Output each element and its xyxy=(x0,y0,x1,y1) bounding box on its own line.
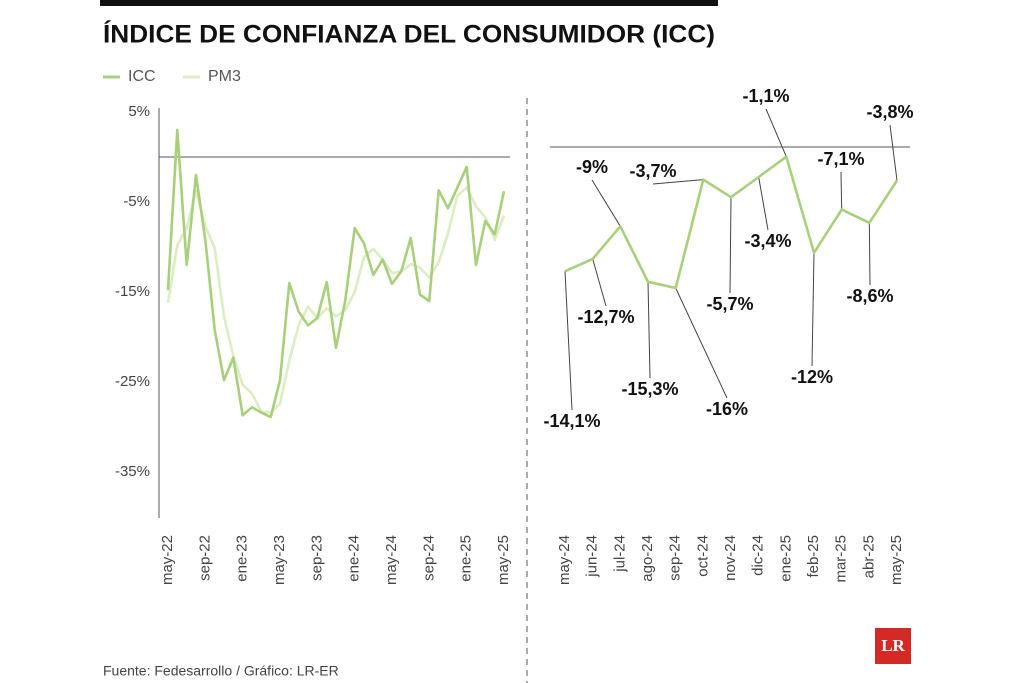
y-tick-label: 5% xyxy=(128,103,150,120)
x-tick-label: mar-25 xyxy=(833,535,850,583)
x-tick-label: nov-24 xyxy=(722,535,739,581)
x-tick-label: ene-25 xyxy=(777,535,794,582)
data-label: -16% xyxy=(706,399,748,419)
x-tick-label: jul-24 xyxy=(611,535,628,573)
leader-line xyxy=(564,271,573,411)
x-tick-label: sep-23 xyxy=(308,535,325,581)
logo-text: LR xyxy=(881,636,905,655)
leader-line xyxy=(868,222,871,286)
x-tick-label: dic-24 xyxy=(750,535,767,576)
leader-line xyxy=(647,281,651,379)
data-label: -3,7% xyxy=(629,161,676,181)
legend-label: PM3 xyxy=(208,68,241,85)
leader-line xyxy=(591,179,621,227)
leader-line xyxy=(765,108,787,157)
data-label: -7,1% xyxy=(817,149,864,169)
line-series xyxy=(166,186,506,414)
y-tick-label: -35% xyxy=(115,463,150,480)
data-label: -12,7% xyxy=(577,307,634,327)
x-tick-label: sep-24 xyxy=(420,535,437,581)
data-label: -3,8% xyxy=(866,102,913,122)
leader-line xyxy=(592,258,607,307)
x-tick-label: abr-25 xyxy=(860,535,877,578)
y-tick-label: -5% xyxy=(123,193,150,210)
x-tick-label: may-25 xyxy=(495,535,512,585)
leader-line xyxy=(729,197,732,294)
top-bar xyxy=(100,0,718,6)
x-tick-label: jun-24 xyxy=(584,535,601,578)
leader-line xyxy=(652,179,704,185)
x-tick-label: may-22 xyxy=(159,535,176,585)
x-tick-label: feb-25 xyxy=(805,535,822,578)
data-label: -8,6% xyxy=(846,286,893,306)
legend-label: ICC xyxy=(128,68,156,85)
x-tick-label: may-24 xyxy=(556,535,573,585)
data-label: -15,3% xyxy=(621,379,678,399)
data-label: -3,4% xyxy=(744,231,791,251)
x-tick-label: oct-24 xyxy=(694,535,711,577)
data-label: -1,1% xyxy=(742,86,789,106)
y-tick-label: -15% xyxy=(115,283,150,300)
leader-line xyxy=(675,287,728,399)
x-tick-label: may-24 xyxy=(383,535,400,585)
x-tick-label: sep-24 xyxy=(667,535,684,581)
y-tick-label: -25% xyxy=(115,373,150,390)
x-tick-label: may-23 xyxy=(271,535,288,585)
leader-line xyxy=(840,171,843,210)
x-tick-label: ene-23 xyxy=(234,535,251,582)
logo xyxy=(875,628,911,664)
data-label: -9% xyxy=(576,157,608,177)
line-series xyxy=(564,155,899,290)
data-label: -12% xyxy=(791,367,833,387)
line-series xyxy=(166,128,506,419)
x-tick-label: ago-24 xyxy=(639,535,656,582)
x-tick-label: ene-25 xyxy=(458,535,475,582)
x-tick-label: ene-24 xyxy=(346,535,363,582)
x-tick-label: sep-22 xyxy=(196,535,213,581)
data-label: -5,7% xyxy=(706,294,753,314)
leader-line xyxy=(811,252,815,367)
source: Fuente: Fedesarrollo / Gráfico: LR-ER xyxy=(103,663,339,679)
chart-title: ÍNDICE DE CONFIANZA DEL CONSUMIDOR (ICC) xyxy=(103,20,715,49)
data-label: -14,1% xyxy=(543,411,600,431)
x-tick-label: may-25 xyxy=(888,535,905,585)
leader-line xyxy=(889,124,898,181)
leader-line xyxy=(758,176,769,231)
